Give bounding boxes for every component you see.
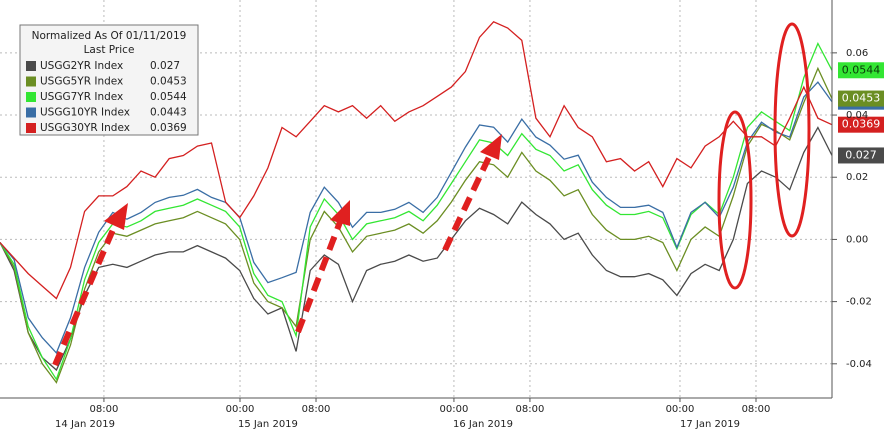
x-tick-label: 08:00 (90, 404, 119, 415)
series-line (0, 66, 833, 384)
legend-label: USGG30YR Index (40, 122, 130, 134)
x-day-label: 17 Jan 2019 (680, 419, 740, 430)
x-tick-label: 00:00 (226, 404, 255, 415)
legend-box (19, 24, 199, 136)
last-value-label: 0.0369 (842, 118, 881, 131)
arrows (52, 153, 493, 367)
arrow-head (480, 134, 502, 160)
series-line (0, 21, 833, 300)
series-line (0, 81, 833, 355)
legend-swatch (26, 61, 36, 71)
legend-value: 0.0369 (150, 122, 187, 134)
legend-value: 0.0544 (150, 91, 187, 103)
last-value-label: 0.0453 (842, 92, 881, 105)
arrow-head (330, 200, 350, 226)
arrow (52, 223, 118, 367)
y-tick-label: -0.02 (846, 297, 872, 308)
plot-lines (0, 21, 833, 384)
legend-value: 0.0443 (150, 107, 187, 119)
last-value-label: 0.0544 (842, 63, 881, 76)
arrow-head (104, 203, 128, 230)
legend-swatch (26, 92, 36, 102)
x-tick-label: 08:00 (742, 404, 771, 415)
legend-swatch (26, 123, 36, 133)
legend-swatch (26, 107, 36, 118)
last-value-box (838, 116, 884, 133)
y-tick-label: 0.00 (846, 234, 868, 245)
x-tick-label: 00:00 (440, 404, 469, 415)
last-value-box (838, 90, 884, 107)
legend-label: USGG10YR Index (40, 107, 130, 119)
legend-value: 0.027 (150, 60, 180, 72)
legend-value: 0.0453 (150, 76, 187, 88)
arrow (295, 220, 343, 334)
last-value-box (838, 62, 884, 79)
legend-label: USGG2YR Index (40, 60, 123, 72)
legend-label: USGG5YR Index (40, 76, 123, 88)
x-day-label: 15 Jan 2019 (238, 419, 298, 430)
legend-swatch (26, 76, 36, 87)
legend: Normalized As Of 01/11/2019 Last Price U… (19, 24, 199, 136)
arrow (442, 153, 493, 252)
highlight-ellipse (773, 22, 811, 238)
highlight-ellipse (717, 110, 753, 290)
y-tick-label: 0.04 (846, 110, 868, 121)
y-tick-label: 0.02 (846, 172, 868, 183)
legend-title: Normalized As Of 01/11/2019 (32, 30, 187, 42)
x-day-label: 14 Jan 2019 (55, 419, 115, 430)
y-tick-label: 0.06 (846, 48, 868, 59)
legend-label: USGG7YR Index (40, 91, 123, 103)
series-line (0, 41, 833, 381)
y-tick-label: -0.04 (846, 359, 872, 370)
x-day-label: 16 Jan 2019 (453, 419, 513, 430)
series-line (0, 126, 833, 372)
last-value-box (838, 147, 884, 164)
legend-subtitle: Last Price (84, 44, 135, 56)
last-value-label: 0.027 (845, 148, 877, 161)
x-tick-label: 08:00 (516, 404, 545, 415)
annotations (52, 22, 811, 367)
x-tick-label: 00:00 (666, 404, 695, 415)
x-tick-label: 08:00 (302, 404, 331, 415)
